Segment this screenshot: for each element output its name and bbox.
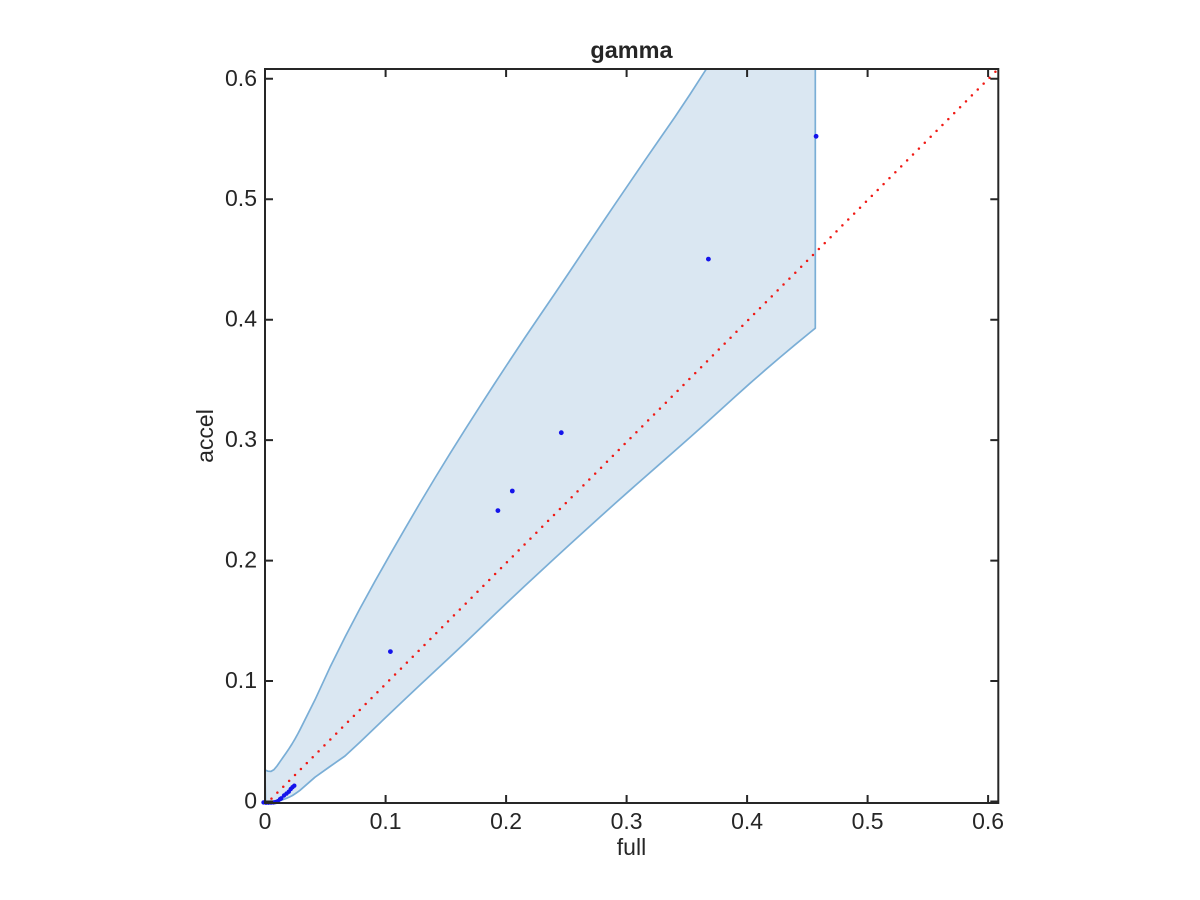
- svg-text:0.3: 0.3: [611, 808, 643, 834]
- svg-text:0.5: 0.5: [852, 808, 884, 834]
- svg-text:accel: accel: [192, 409, 218, 463]
- svg-text:0: 0: [244, 788, 257, 814]
- svg-text:full: full: [617, 834, 646, 860]
- svg-text:0: 0: [259, 808, 272, 834]
- svg-text:0.4: 0.4: [731, 808, 763, 834]
- svg-text:0.2: 0.2: [225, 547, 257, 573]
- svg-text:0.5: 0.5: [225, 185, 257, 211]
- svg-text:0.1: 0.1: [370, 808, 402, 834]
- svg-text:0.2: 0.2: [490, 808, 522, 834]
- svg-text:gamma: gamma: [590, 37, 673, 63]
- svg-text:0.3: 0.3: [225, 426, 257, 452]
- svg-text:0.6: 0.6: [225, 65, 257, 91]
- svg-text:0.4: 0.4: [225, 306, 257, 332]
- svg-text:0.1: 0.1: [225, 667, 257, 693]
- svg-text:0.6: 0.6: [972, 808, 1004, 834]
